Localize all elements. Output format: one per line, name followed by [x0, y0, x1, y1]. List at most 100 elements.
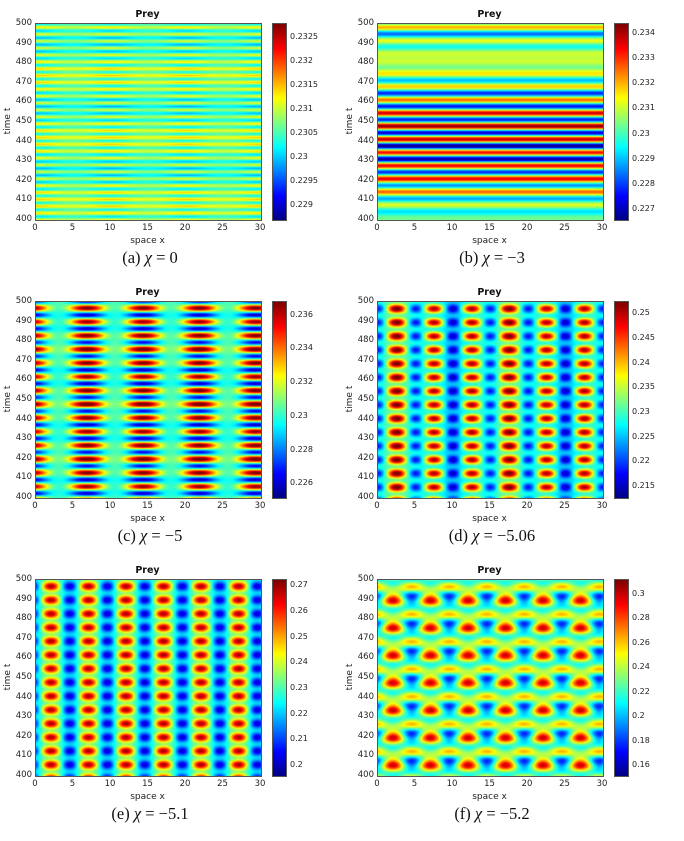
- y-tick-label: 500: [15, 574, 32, 584]
- y-tick-label: 480: [15, 57, 32, 68]
- colorbar-tick-label: 0.24: [290, 657, 308, 667]
- y-tick-label: 500: [357, 574, 374, 584]
- x-tick-label: 20: [521, 223, 533, 233]
- heatmap-canvas: [378, 24, 603, 220]
- colorbar: [272, 579, 287, 777]
- y-tick-label: 490: [15, 37, 32, 48]
- y-tick-label: 450: [357, 672, 374, 682]
- colorbar-tick-label: 0.225: [632, 431, 655, 441]
- y-tick-label: 410: [357, 472, 374, 483]
- colorbar-tick-label: 0.25: [632, 308, 650, 318]
- caption-eq: = 0: [151, 248, 178, 267]
- y-tick-label: 470: [357, 632, 374, 643]
- caption-chi: χ: [144, 248, 152, 267]
- x-tick-label: 5: [411, 501, 418, 511]
- y-tick-label: 490: [357, 593, 374, 604]
- plot-area: [35, 23, 262, 221]
- y-tick-label: 440: [15, 135, 32, 146]
- y-tick-label: 410: [357, 750, 374, 761]
- colorbar-tick-label: 0.236: [290, 309, 313, 319]
- colorbar-tick-label: 0.22: [632, 456, 650, 466]
- x-tick-label: 25: [559, 223, 570, 233]
- heatmap-canvas: [36, 580, 261, 776]
- x-tick-label: 30: [254, 223, 266, 233]
- colorbar-canvas: [615, 302, 628, 498]
- y-tick-label: 420: [15, 452, 32, 463]
- y-tick-label: 400: [357, 770, 374, 780]
- y-tick-label: 480: [15, 613, 32, 624]
- x-tick-label: 15: [142, 779, 153, 789]
- caption-index: (a): [122, 248, 145, 267]
- colorbar-tick-label: 0.24: [632, 662, 650, 672]
- y-tick-label: 470: [15, 76, 32, 87]
- colorbar-tick-label: 0.2305: [290, 127, 318, 137]
- x-tick-label: 20: [521, 501, 533, 511]
- y-tick-label: 500: [357, 18, 374, 28]
- x-tick-label: 25: [217, 223, 228, 233]
- plot-area: [377, 301, 604, 499]
- x-tick-label: 5: [69, 501, 76, 511]
- y-tick-label: 450: [15, 672, 32, 682]
- y-tick-label: 420: [357, 174, 374, 185]
- x-tick-label: 5: [69, 779, 76, 789]
- x-tick-label: 0: [32, 779, 38, 789]
- caption-eq: = −3: [489, 248, 525, 267]
- y-tick-label: 430: [15, 711, 32, 722]
- x-axis-label: space x: [472, 514, 507, 524]
- colorbar-tick-label: 0.235: [632, 382, 655, 392]
- plot-title: Prey: [135, 565, 160, 576]
- x-axis-label: space x: [130, 792, 165, 802]
- y-tick-label: 430: [15, 155, 32, 166]
- x-tick-label: 30: [596, 779, 608, 789]
- colorbar-canvas: [615, 24, 628, 220]
- y-tick-label: 410: [15, 194, 32, 205]
- x-tick-label: 25: [559, 501, 570, 511]
- y-tick-label: 460: [357, 374, 374, 385]
- y-tick-label: 410: [15, 750, 32, 761]
- y-tick-label: 440: [15, 691, 32, 702]
- colorbar-tick-label: 0.22: [632, 686, 650, 696]
- caption-chi: χ: [472, 526, 480, 545]
- colorbar-tick-label: 0.28: [632, 613, 650, 623]
- colorbar-tick-label: 0.23: [632, 128, 650, 138]
- y-tick-label: 400: [15, 492, 32, 502]
- x-tick-label: 15: [484, 223, 495, 233]
- y-tick-label: 460: [15, 652, 32, 663]
- caption-index: (f): [454, 804, 475, 823]
- x-tick-label: 10: [446, 223, 458, 233]
- heatmap-canvas: [378, 580, 603, 776]
- plot-area: [377, 579, 604, 777]
- colorbar-canvas: [273, 24, 286, 220]
- x-tick-label: 15: [484, 779, 495, 789]
- colorbar-tick-label: 0.23: [290, 151, 308, 161]
- colorbar-tick-label: 0.24: [632, 357, 650, 367]
- caption-index: (b): [459, 248, 483, 267]
- y-tick-label: 470: [357, 354, 374, 365]
- colorbar-tick-label: 0.228: [290, 444, 313, 454]
- colorbar-tick-label: 0.215: [632, 481, 655, 491]
- plot-title: Prey: [135, 287, 160, 298]
- caption-eq: = −5.1: [141, 804, 189, 823]
- y-tick-label: 410: [15, 472, 32, 483]
- colorbar-tick-label: 0.21: [290, 734, 308, 744]
- heatmap-panel: Prey time t 400 410 420 430 440 450 460 470 480 4…: [342, 284, 684, 562]
- y-tick-label: 470: [15, 354, 32, 365]
- x-axis-label: space x: [472, 792, 507, 802]
- x-tick-label: 5: [411, 223, 418, 233]
- x-tick-label: 30: [596, 223, 608, 233]
- y-tick-label: 450: [357, 394, 374, 404]
- colorbar-tick-label: 0.26: [290, 606, 308, 616]
- y-tick-label: 490: [15, 315, 32, 326]
- colorbar: [272, 23, 287, 221]
- y-tick-label: 430: [357, 433, 374, 444]
- y-tick-label: 500: [357, 296, 374, 306]
- panel-caption: (f) χ = −5.2: [352, 804, 632, 824]
- panel-caption: (a) χ = 0: [10, 248, 290, 268]
- y-tick-label: 490: [357, 315, 374, 326]
- colorbar-tick-label: 0.233: [632, 53, 655, 63]
- colorbar-tick-label: 0.18: [632, 735, 650, 745]
- y-tick-label: 420: [357, 730, 374, 741]
- x-tick-label: 30: [254, 779, 266, 789]
- panel-caption: (d) χ = −5.06: [352, 526, 632, 546]
- plot-title: Prey: [477, 9, 502, 20]
